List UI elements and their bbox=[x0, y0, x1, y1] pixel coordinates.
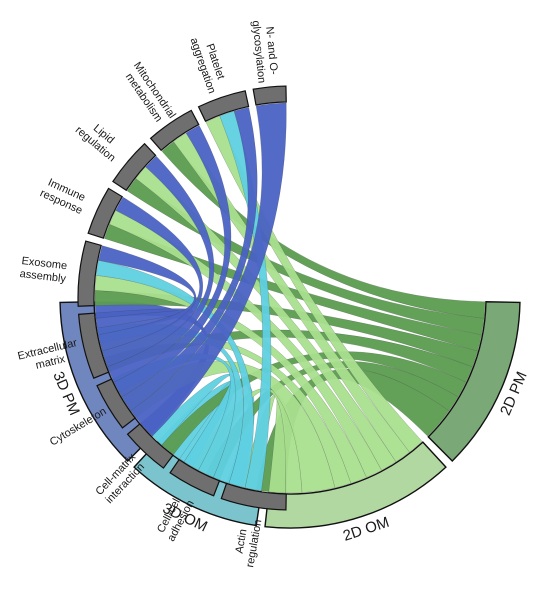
category-label-platelet-aggregation: Plateletaggregation bbox=[188, 32, 230, 95]
category-label-line: assembly bbox=[19, 268, 67, 285]
category-label-line: regulation bbox=[244, 519, 264, 569]
category-label-cell-matrix-interaction: Cell-matrixinteraction bbox=[93, 451, 148, 507]
group-arc-2d-pm bbox=[427, 301, 521, 462]
ribbon-3d-pm-platelet-aggregation bbox=[121, 107, 258, 412]
category-arc-n-and-o-glycosylation bbox=[252, 85, 287, 106]
category-label-n-and-o-glycosylation: N- and O-glycosylation bbox=[250, 19, 281, 84]
category-arc-cell-cell-adhesion bbox=[169, 458, 221, 497]
category-arc-exosome-assembly bbox=[77, 240, 102, 307]
category-label-line: N- and O- bbox=[263, 26, 280, 76]
ribbon-3d-pm-n-and-o-glycosylation bbox=[130, 102, 287, 437]
category-arc-lipid-regulation bbox=[112, 142, 157, 192]
category-label-line: Actin bbox=[233, 528, 249, 554]
arc-layer bbox=[59, 85, 521, 529]
category-label-line: Exosome bbox=[21, 255, 68, 272]
category-label-exosome-assembly: Exosomeassembly bbox=[19, 255, 69, 285]
category-arc-actin-regulation bbox=[220, 482, 287, 511]
ribbon-3d-pm-immune-response bbox=[102, 196, 203, 368]
category-label-mitochondrial-metabolism: Mitochondrialmetabolism bbox=[120, 60, 178, 128]
category-label-lipid-regulation: Lipidregulation bbox=[73, 114, 126, 164]
category-arc-immune-response bbox=[87, 187, 124, 239]
group-arc-2d-om bbox=[264, 441, 447, 529]
category-arc-cytoskeleton bbox=[96, 378, 136, 429]
category-arc-platelet-aggregation bbox=[197, 90, 250, 122]
category-arc-cell-matrix-interaction bbox=[126, 423, 174, 469]
category-label-immune-response: Immuneresponse bbox=[38, 175, 90, 216]
ribbon-layer bbox=[94, 102, 486, 494]
category-arc-mitochondrial-metabolism bbox=[149, 109, 200, 152]
category-arc-extracellular-matrix bbox=[77, 312, 110, 379]
